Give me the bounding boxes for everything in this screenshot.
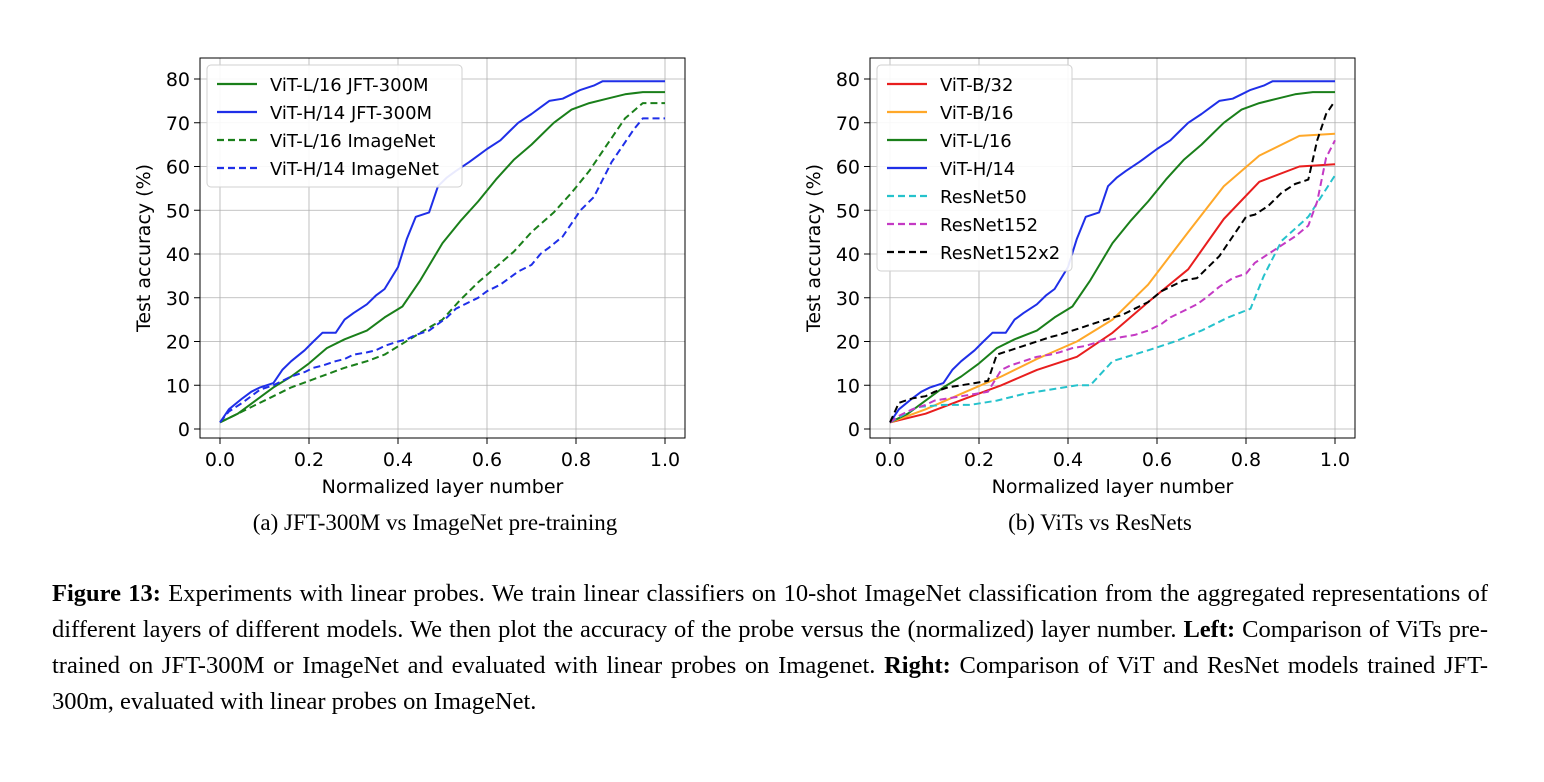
chart0-y-axis-label: Test accuracy (%) [133, 164, 155, 333]
caption-label: Figure 13: [52, 580, 161, 607]
caption-right-label: Right: [884, 652, 951, 679]
chart1-legend-label-2: ViT-L/16 [940, 131, 1012, 152]
chart0-xtick-label: 1.0 [650, 449, 680, 471]
chart0-ytick-label: 30 [166, 288, 190, 310]
figure-caption: Figure 13: Experiments with linear probe… [52, 576, 1488, 720]
chart1-legend-box [876, 64, 1073, 272]
caption-text-1: Experiments with linear probes. We train… [52, 580, 1488, 643]
chart0-ytick-label: 40 [166, 244, 190, 266]
chart0-series-line-0 [219, 91, 665, 424]
chart1-ytick-label: 60 [836, 157, 860, 179]
chart1-series-line-6 [889, 100, 1336, 423]
chart0-xtick-label: 0.6 [472, 449, 502, 471]
chart0-ytick-label: 50 [166, 200, 190, 222]
chart0-legend-label-1: ViT-H/14 JFT-300M [270, 103, 432, 124]
chart-left: 0.0 0.2 0.4 0.6 0.8 1.0 0 10 20 30 40 50 60 70 80 Norma… [133, 57, 686, 498]
chart0-xtick-label: 0.8 [561, 449, 591, 471]
chart1-series-line-2 [889, 91, 1335, 424]
chart1-xtick-label: 0.4 [1053, 449, 1083, 471]
chart1-legend-label-4: ResNet50 [940, 187, 1027, 208]
chart0-legend-label-2: ViT-L/16 ImageNet [270, 131, 435, 152]
chart0-legend: ViT-L/16 JFT-300M ViT-H/14 JFT-300M ViT-L/… [206, 64, 463, 188]
chart0-xtick-label: 0.2 [294, 449, 324, 471]
chart0-xtick-label: 0.4 [383, 449, 413, 471]
caption-text-2: Comparison of ViTs pre-trained on JFT-30… [52, 616, 1489, 679]
chart1-legend-label-1: ViT-B/16 [940, 103, 1013, 124]
caption-text-3: Comparison of ViT and ResNet models trai… [52, 652, 1488, 715]
chart1-xtick-label: 0.8 [1231, 449, 1261, 471]
chart1-ytick-label: 50 [836, 200, 860, 222]
chart1-ytick-label: 10 [836, 375, 860, 397]
chart1-xtick-label: 0.2 [964, 449, 994, 471]
caption-left-label: Left: [1183, 616, 1236, 643]
chart0-ytick-label: 60 [166, 157, 190, 179]
chart1-legend-label-0: ViT-B/32 [940, 75, 1013, 96]
chart1-ytick-label: 40 [836, 244, 860, 266]
chart1-xtick-label: 0.6 [1142, 449, 1172, 471]
chart0-ytick-label: 10 [166, 375, 190, 397]
chart0-series-line-3 [219, 117, 665, 424]
chart1-ytick-label: 0 [848, 419, 860, 441]
chart0-ytick-label: 80 [166, 69, 190, 91]
chart0-axes-frame [199, 57, 686, 439]
chart1-xtick-label: 1.0 [1320, 449, 1350, 471]
chart1-ytick-label: 80 [836, 69, 860, 91]
chart0-legend-label-3: ViT-H/14 ImageNet [270, 159, 439, 180]
chart1-x-axis-label: Normalized layer number [992, 476, 1234, 498]
chart1-legend: ViT-B/32 ViT-B/16 ViT-L/16 ViT-H/14 ResNet50… [876, 64, 1073, 272]
chart1-series-line-1 [889, 132, 1336, 424]
chart-right: 0.0 0.2 0.4 0.6 0.8 1.0 0 10 20 30 40 50 60 70 80 Norma… [803, 57, 1356, 498]
chart0-x-axis-label: Normalized layer number [322, 476, 564, 498]
chart1-series-line-5 [889, 139, 1336, 424]
chart0-ytick-label: 0 [178, 419, 190, 441]
chart0-xtick-label: 0.0 [205, 449, 235, 471]
chart1-xtick-label: 0.0 [875, 449, 905, 471]
chart1-legend-label-6: ResNet152x2 [940, 243, 1060, 264]
chart0-ytick-label: 70 [166, 113, 190, 135]
chart0-ytick-label: 20 [166, 332, 190, 354]
subcaption-right: (b) ViTs vs ResNets [1008, 510, 1192, 535]
chart1-legend-label-5: ResNet152 [940, 215, 1038, 236]
chart0-legend-label-0: ViT-L/16 JFT-300M [270, 75, 429, 96]
chart1-ytick-label: 30 [836, 288, 860, 310]
chart1-series-line-3 [889, 80, 1335, 423]
chart1-series [889, 80, 1336, 424]
chart0-series-line-2 [219, 102, 665, 424]
subcaption-left: (a) JFT-300M vs ImageNet pre-training [252, 510, 618, 535]
chart1-legend-label-3: ViT-H/14 [940, 159, 1015, 180]
chart0-legend-box [206, 64, 463, 188]
chart1-axes-frame [869, 57, 1356, 439]
chart1-ytick-label: 20 [836, 332, 860, 354]
chart1-ytick-label: 70 [836, 113, 860, 135]
chart1-series-line-0 [889, 163, 1336, 424]
chart1-series-line-4 [889, 174, 1336, 424]
chart1-y-axis-label: Test accuracy (%) [803, 164, 825, 333]
